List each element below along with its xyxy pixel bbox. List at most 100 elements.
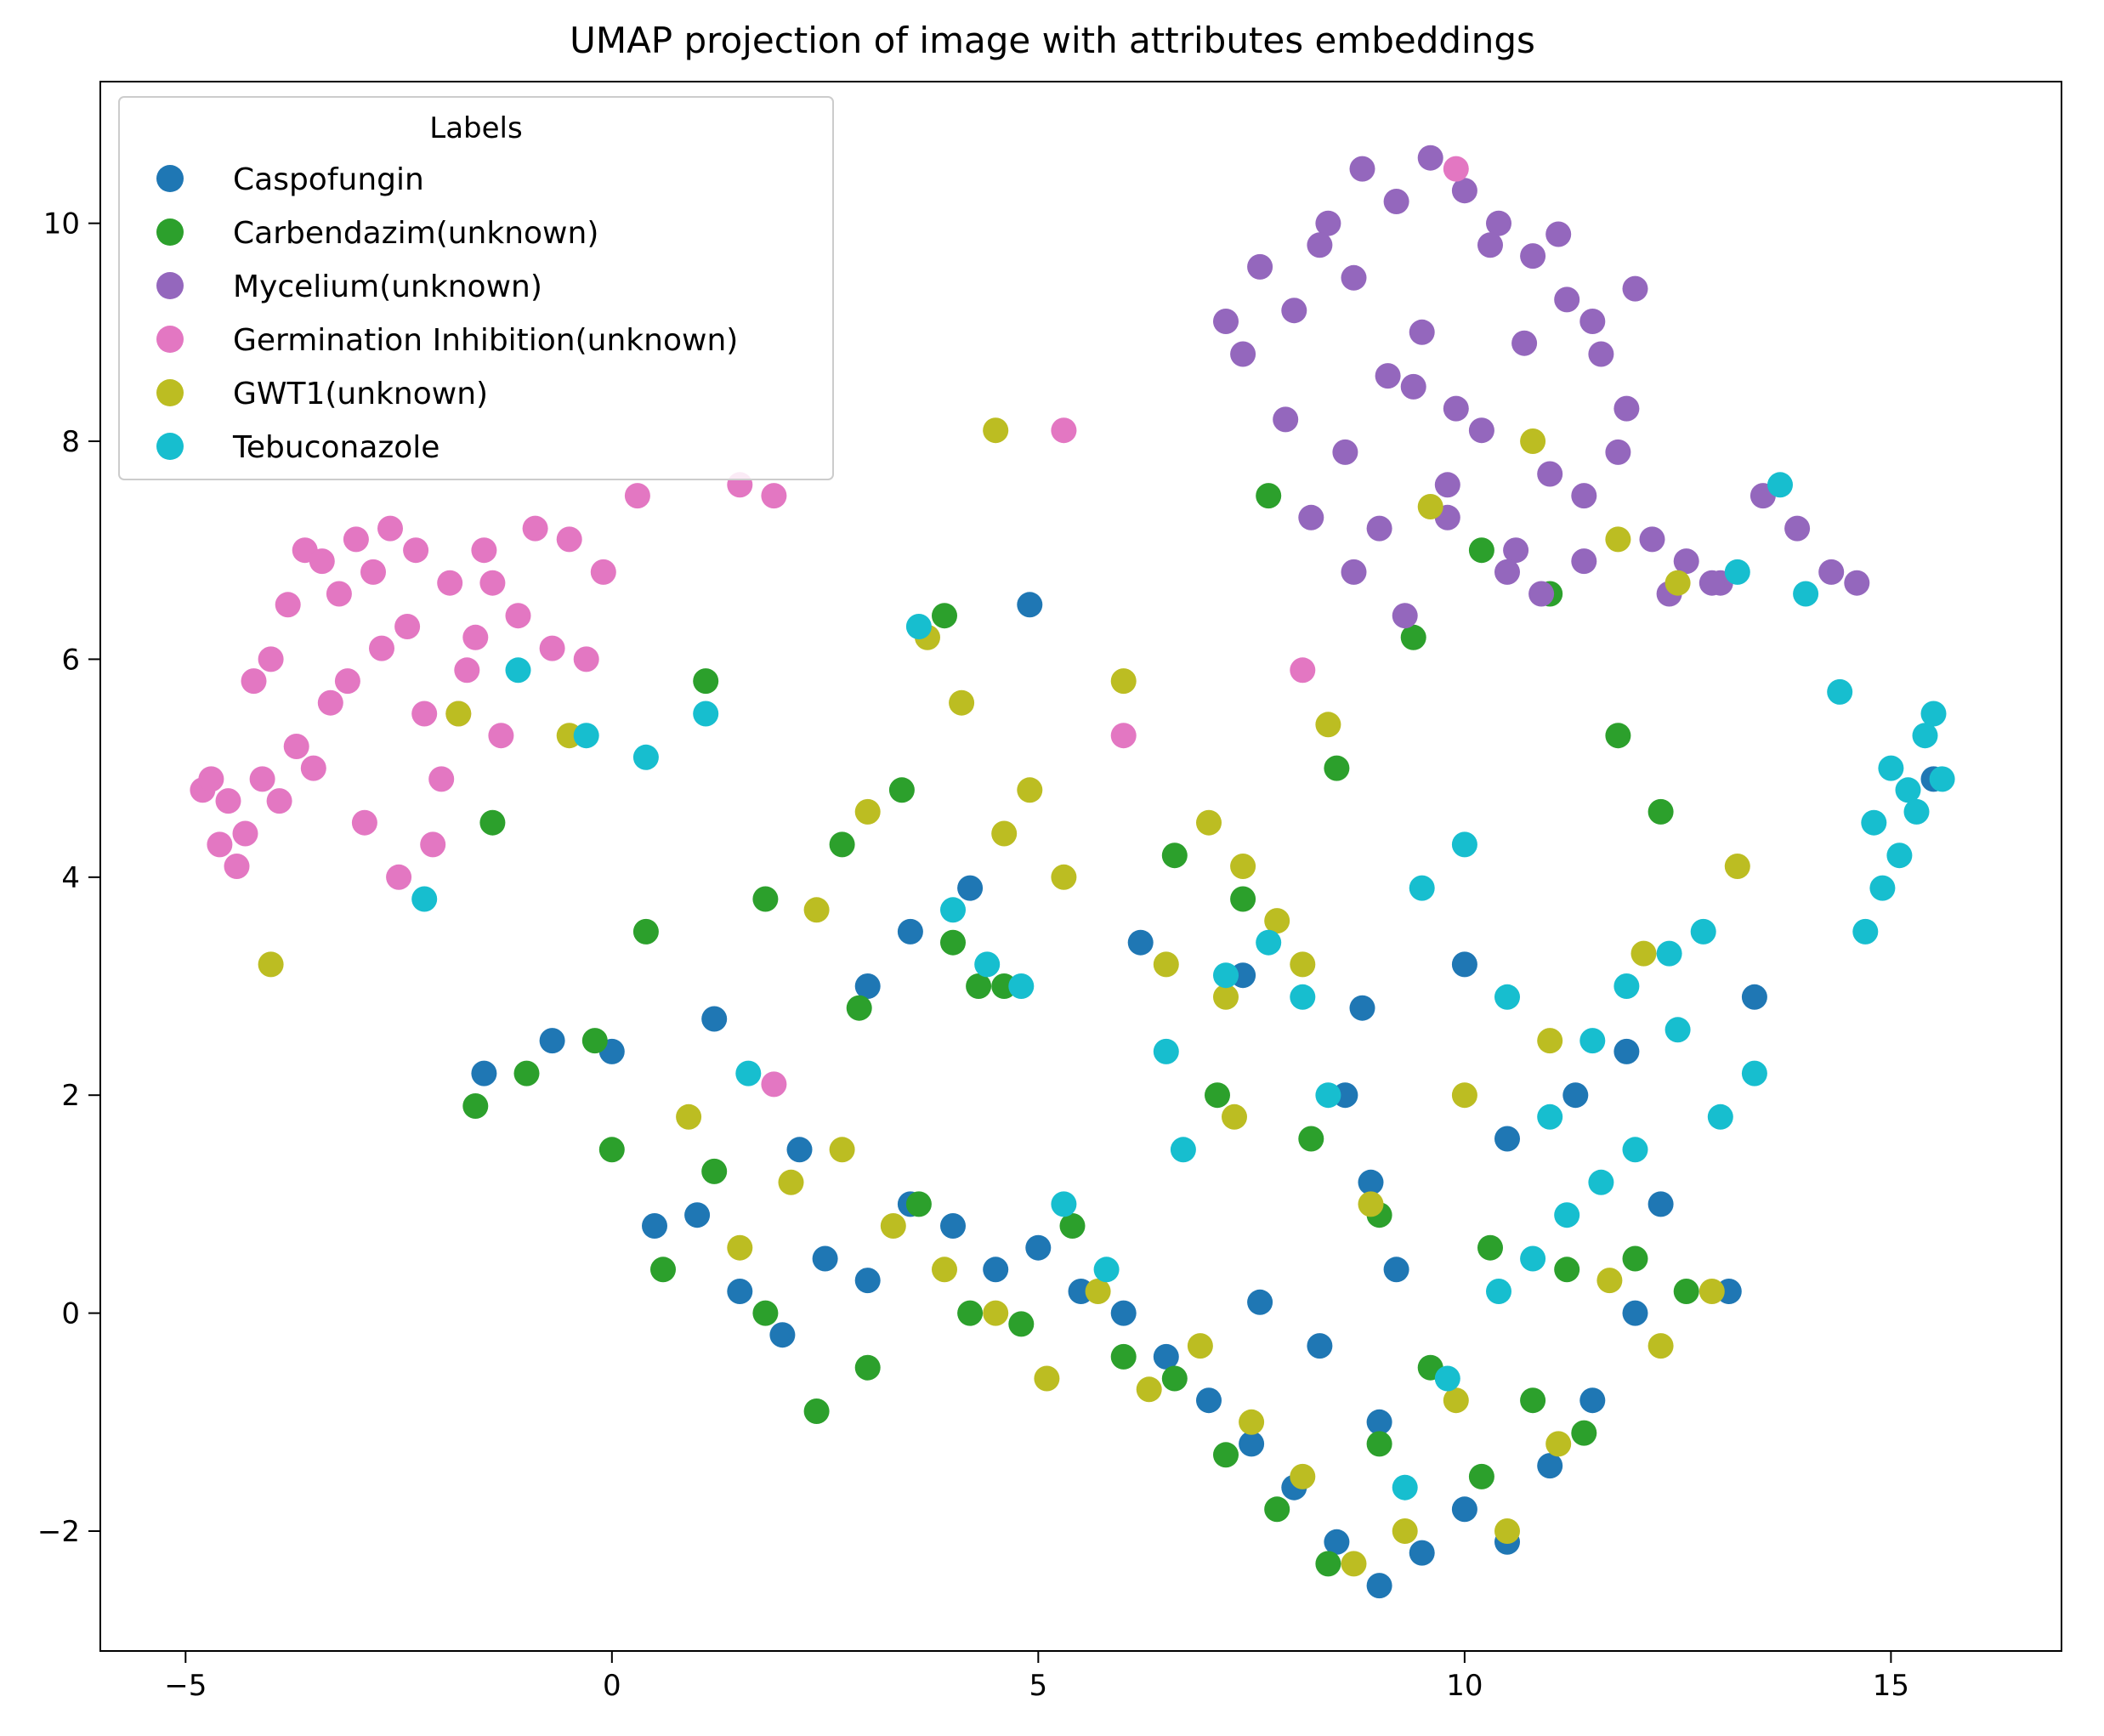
point-germination-inhibition-unknown	[198, 766, 224, 792]
point-carbendazim-unknown	[1673, 1279, 1699, 1304]
point-caspofungin	[1537, 1453, 1563, 1479]
point-caspofungin	[957, 875, 984, 901]
point-germination-inhibition-unknown	[420, 831, 446, 858]
point-caspofungin	[1025, 1234, 1052, 1261]
point-carbendazim-unknown	[966, 973, 992, 999]
point-germination-inhibition-unknown	[488, 723, 514, 749]
point-tebuconazole	[1827, 678, 1853, 705]
point-tebuconazole	[1588, 1169, 1614, 1195]
point-gwt1-unknown	[1136, 1376, 1162, 1403]
point-tebuconazole	[1861, 809, 1887, 836]
point-mycelium-unknown	[1520, 243, 1546, 269]
point-tebuconazole	[1290, 984, 1316, 1010]
point-germination-inhibition-unknown	[258, 646, 284, 672]
point-carbendazim-unknown	[693, 668, 719, 695]
point-carbendazim-unknown	[905, 1191, 932, 1217]
legend-marker-gwt1-unknown	[156, 379, 184, 406]
point-tebuconazole	[1486, 1279, 1511, 1304]
point-germination-inhibition-unknown	[761, 483, 787, 509]
point-caspofungin	[1110, 1300, 1137, 1326]
plot-frame	[99, 81, 2062, 1652]
point-carbendazim-unknown	[1468, 537, 1494, 564]
point-tebuconazole	[1613, 973, 1640, 999]
point-carbendazim-unknown	[1161, 842, 1188, 869]
y-tick-label: 6	[61, 643, 80, 677]
point-germination-inhibition-unknown	[249, 766, 275, 792]
x-tick-label: −5	[164, 1669, 207, 1703]
point-carbendazim-unknown	[1400, 624, 1426, 650]
point-gwt1-unknown	[1222, 1103, 1247, 1130]
point-gwt1-unknown	[1196, 809, 1222, 836]
point-tebuconazole	[1537, 1103, 1563, 1130]
point-tebuconazole	[1895, 777, 1921, 803]
point-carbendazim-unknown	[462, 1093, 489, 1119]
point-germination-inhibition-unknown	[386, 864, 412, 890]
point-caspofungin	[1324, 1529, 1350, 1555]
point-carbendazim-unknown	[1059, 1213, 1086, 1239]
point-caspofungin	[701, 1006, 728, 1032]
point-gwt1-unknown	[1630, 940, 1657, 967]
point-gwt1-unknown	[445, 701, 472, 727]
point-gwt1-unknown	[983, 1300, 1009, 1326]
point-tebuconazole	[1213, 962, 1239, 989]
point-gwt1-unknown	[1230, 854, 1256, 879]
point-gwt1-unknown	[1264, 908, 1290, 934]
point-mycelium-unknown	[1494, 559, 1520, 585]
point-germination-inhibition-unknown	[462, 624, 489, 650]
point-mycelium-unknown	[1349, 156, 1375, 182]
point-caspofungin	[786, 1137, 813, 1163]
series-tebuconazole	[411, 472, 1955, 1501]
point-germination-inhibition-unknown	[1443, 156, 1469, 182]
point-caspofungin	[769, 1322, 796, 1348]
point-gwt1-unknown	[258, 951, 284, 978]
legend-marker-germination-inhibition-unknown	[156, 326, 184, 353]
point-mycelium-unknown	[1341, 264, 1367, 291]
point-carbendazim-unknown	[957, 1300, 984, 1326]
point-mycelium-unknown	[1818, 559, 1845, 585]
point-carbendazim-unknown	[846, 995, 872, 1021]
point-tebuconazole	[905, 614, 932, 639]
point-gwt1-unknown	[1290, 951, 1316, 978]
point-mycelium-unknown	[1528, 581, 1555, 607]
legend-marker-carbendazim-unknown	[156, 218, 184, 246]
point-mycelium-unknown	[1486, 210, 1511, 236]
point-mycelium-unknown	[1468, 417, 1494, 444]
point-germination-inhibition-unknown	[505, 603, 531, 629]
point-gwt1-unknown	[1153, 951, 1179, 978]
point-mycelium-unknown	[1537, 461, 1563, 487]
point-gwt1-unknown	[1417, 494, 1443, 519]
point-mycelium-unknown	[1400, 373, 1426, 400]
point-carbendazim-unknown	[1008, 1311, 1035, 1337]
point-gwt1-unknown	[949, 689, 975, 716]
point-carbendazim-unknown	[598, 1137, 625, 1163]
point-mycelium-unknown	[1511, 330, 1538, 356]
point-carbendazim-unknown	[1264, 1496, 1290, 1523]
y-tick-label: 2	[61, 1079, 80, 1113]
point-gwt1-unknown	[991, 820, 1018, 847]
point-mycelium-unknown	[1571, 548, 1597, 575]
point-germination-inhibition-unknown	[479, 570, 506, 596]
point-tebuconazole	[1409, 875, 1435, 901]
point-carbendazim-unknown	[1205, 1082, 1230, 1109]
point-tebuconazole	[1008, 973, 1035, 999]
point-tebuconazole	[505, 657, 531, 684]
point-germination-inhibition-unknown	[428, 766, 455, 792]
point-gwt1-unknown	[932, 1257, 957, 1283]
point-mycelium-unknown	[1417, 145, 1443, 171]
point-germination-inhibition-unknown	[369, 635, 394, 661]
point-carbendazim-unknown	[1256, 483, 1282, 509]
point-carbendazim-unknown	[1324, 755, 1350, 781]
point-germination-inhibition-unknown	[232, 820, 258, 847]
point-mycelium-unknown	[1247, 253, 1273, 280]
series-mycelium-unknown	[1213, 145, 1870, 629]
point-mycelium-unknown	[1673, 548, 1699, 575]
point-tebuconazole	[1051, 1191, 1077, 1217]
point-tebuconazole	[1878, 755, 1904, 781]
legend-marker-caspofungin	[156, 165, 184, 192]
point-gwt1-unknown	[983, 417, 1009, 444]
point-germination-inhibition-unknown	[241, 668, 267, 695]
point-tebuconazole	[1434, 1365, 1460, 1392]
point-caspofungin	[1349, 995, 1375, 1021]
point-caspofungin	[940, 1213, 966, 1239]
